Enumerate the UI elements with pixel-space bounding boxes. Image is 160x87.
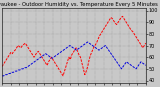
Title: Milwaukee - Outdoor Humidity vs. Temperature Every 5 Minutes: Milwaukee - Outdoor Humidity vs. Tempera… (0, 2, 158, 7)
